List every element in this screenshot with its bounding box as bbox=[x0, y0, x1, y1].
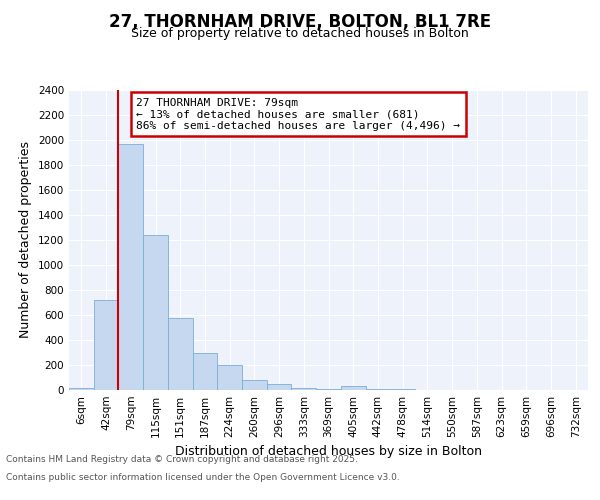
Bar bbox=[242, 380, 267, 390]
Text: 27, THORNHAM DRIVE, BOLTON, BL1 7RE: 27, THORNHAM DRIVE, BOLTON, BL1 7RE bbox=[109, 12, 491, 30]
X-axis label: Distribution of detached houses by size in Bolton: Distribution of detached houses by size … bbox=[175, 446, 482, 458]
Bar bbox=[94, 300, 118, 390]
Bar bbox=[217, 365, 242, 390]
Text: Size of property relative to detached houses in Bolton: Size of property relative to detached ho… bbox=[131, 28, 469, 40]
Text: 27 THORNHAM DRIVE: 79sqm
← 13% of detached houses are smaller (681)
86% of semi-: 27 THORNHAM DRIVE: 79sqm ← 13% of detach… bbox=[136, 98, 460, 130]
Text: Contains HM Land Registry data © Crown copyright and database right 2025.: Contains HM Land Registry data © Crown c… bbox=[6, 455, 358, 464]
Y-axis label: Number of detached properties: Number of detached properties bbox=[19, 142, 32, 338]
Bar bbox=[143, 235, 168, 390]
Bar bbox=[267, 384, 292, 390]
Bar bbox=[292, 388, 316, 390]
Bar bbox=[118, 144, 143, 390]
Text: Contains public sector information licensed under the Open Government Licence v3: Contains public sector information licen… bbox=[6, 472, 400, 482]
Bar bbox=[69, 388, 94, 390]
Bar bbox=[193, 352, 217, 390]
Bar bbox=[341, 386, 365, 390]
Bar bbox=[168, 318, 193, 390]
